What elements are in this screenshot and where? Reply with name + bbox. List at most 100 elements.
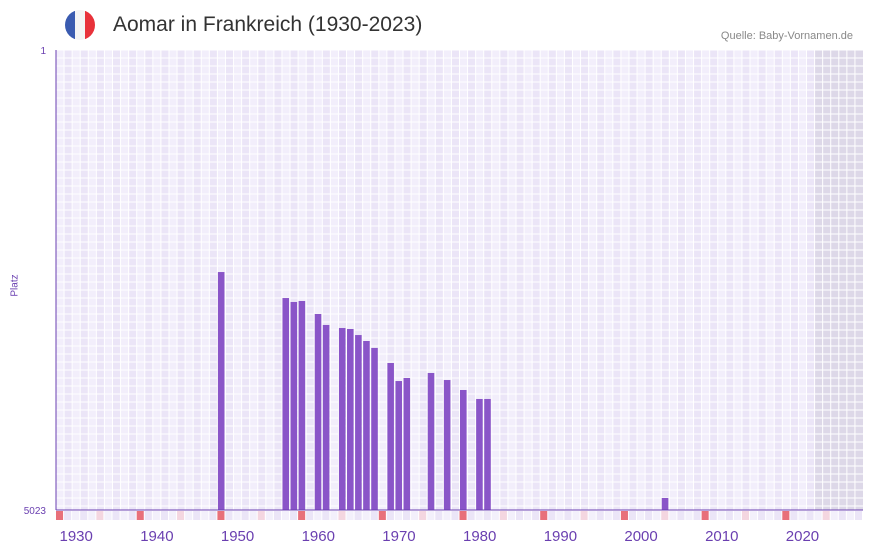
bar-1958	[298, 300, 306, 510]
bar-1980	[476, 398, 483, 510]
future-shade	[830, 50, 839, 510]
year-marker	[419, 511, 427, 520]
grid-column	[144, 50, 153, 510]
year-marker	[217, 511, 225, 520]
year-marker	[596, 511, 604, 520]
grid-column	[257, 50, 266, 510]
grid-column	[209, 50, 218, 510]
grid-column	[661, 50, 670, 510]
grid-column	[483, 50, 492, 510]
grid-column	[306, 50, 315, 510]
year-marker	[443, 511, 451, 520]
year-marker	[411, 511, 419, 520]
year-marker	[532, 511, 540, 520]
year-marker	[64, 511, 72, 520]
grid-column	[96, 50, 105, 510]
year-marker	[814, 511, 822, 520]
year-marker	[330, 511, 338, 520]
year-marker	[709, 511, 717, 520]
year-marker	[451, 511, 459, 520]
year-marker	[346, 511, 354, 520]
year-marker	[257, 511, 265, 520]
year-marker	[201, 511, 209, 520]
grid-column	[290, 50, 299, 510]
year-marker	[822, 511, 830, 520]
grid-column	[64, 50, 73, 510]
year-marker	[378, 511, 386, 520]
year-marker	[338, 511, 346, 520]
bar-1948	[217, 272, 225, 510]
bar-1970	[395, 381, 403, 510]
year-marker	[88, 511, 96, 520]
grid-column	[386, 50, 395, 510]
grid-column	[564, 50, 573, 510]
year-marker	[556, 511, 564, 520]
year-marker	[766, 511, 774, 520]
year-marker	[548, 511, 556, 520]
grid-column	[193, 50, 202, 510]
year-marker	[265, 511, 273, 520]
year-marker	[475, 511, 483, 520]
grid-column	[725, 50, 734, 510]
year-marker	[620, 511, 628, 520]
grid-column	[273, 50, 282, 510]
bar-1974	[427, 372, 435, 510]
y-tick-label: 1	[40, 46, 46, 57]
x-tick-label: 1930	[59, 528, 92, 545]
year-marker	[72, 511, 80, 520]
year-marker	[225, 511, 233, 520]
grid-column	[499, 50, 508, 510]
grid-column	[128, 50, 137, 510]
grid-column	[241, 50, 250, 510]
future-shade	[814, 50, 823, 510]
year-marker	[298, 511, 306, 520]
x-tick-label: 1990	[544, 528, 577, 545]
x-tick-label: 2010	[705, 528, 738, 545]
year-marker	[152, 511, 160, 520]
year-marker	[846, 511, 854, 520]
grid-column	[225, 50, 234, 510]
grid-column	[515, 50, 525, 510]
year-marker	[80, 511, 88, 520]
grid-column	[112, 50, 121, 510]
year-marker	[56, 511, 64, 520]
year-marker	[354, 511, 362, 520]
grid-column	[419, 50, 428, 510]
year-marker	[273, 511, 281, 520]
grid-column	[322, 50, 331, 510]
year-marker	[193, 511, 201, 520]
year-marker	[733, 511, 741, 520]
year-marker	[588, 511, 596, 520]
year-marker	[281, 511, 290, 520]
year-marker	[685, 511, 693, 520]
grid-column	[709, 50, 718, 510]
grid-column	[403, 50, 412, 510]
year-marker	[830, 511, 838, 520]
future-shade	[822, 50, 831, 510]
year-marker	[661, 511, 669, 520]
grid-column	[548, 50, 557, 510]
year-marker	[177, 511, 185, 520]
grid-column	[628, 50, 638, 510]
grid-column	[741, 50, 751, 510]
france-flag-icon	[65, 10, 95, 40]
year-marker	[386, 511, 394, 520]
bar-1963	[338, 327, 346, 510]
year-marker	[160, 511, 168, 520]
source-label: Quelle: Baby-Vornamen.de	[720, 30, 853, 42]
x-tick-label: 1970	[382, 528, 415, 545]
bar-1966	[363, 341, 370, 510]
bar-1976	[443, 380, 451, 510]
year-marker	[604, 511, 612, 520]
year-marker	[112, 511, 120, 520]
year-marker	[128, 511, 136, 520]
year-marker	[669, 511, 677, 520]
grid-column	[80, 50, 89, 510]
year-marker	[185, 511, 193, 520]
year-marker	[645, 511, 653, 520]
y-tick-label: 5023	[24, 506, 47, 517]
year-marker	[758, 511, 766, 520]
grid-column	[596, 50, 605, 510]
year-marker	[104, 511, 112, 520]
